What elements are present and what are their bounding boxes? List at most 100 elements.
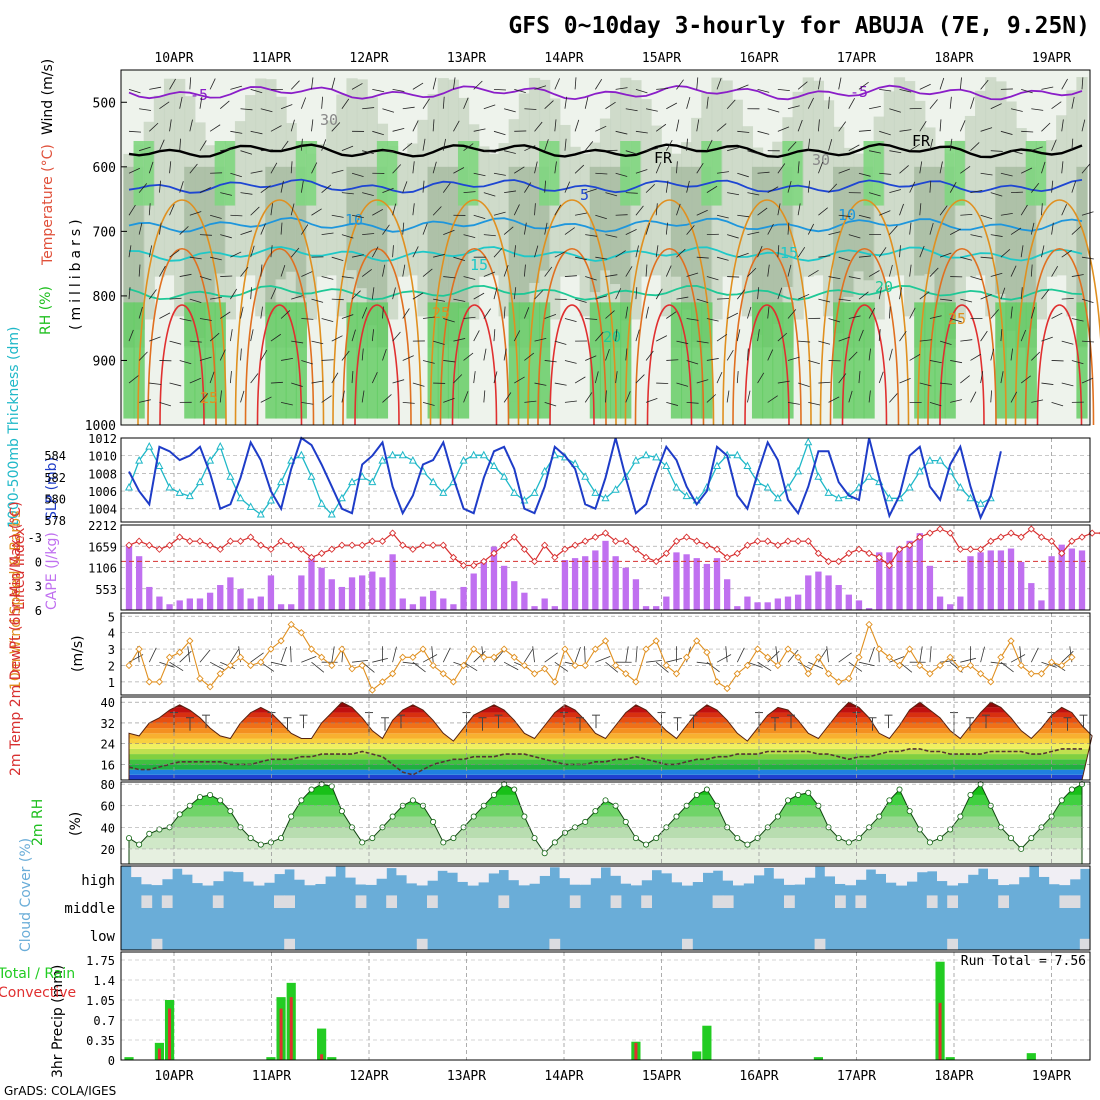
wind-barb: [838, 168, 851, 174]
rh-shade: [1045, 140, 1058, 277]
wind-barb: [189, 163, 198, 174]
wind-barb: [879, 172, 892, 175]
rh-marker: [541, 850, 548, 857]
rh-shade-low: [447, 302, 460, 419]
warm-contour: [624, 199, 715, 426]
wind-speed-marker: [571, 661, 579, 670]
upper-ytick: 500: [93, 96, 116, 111]
wind-barb: [787, 309, 797, 319]
temp-band: [129, 754, 1090, 760]
rh-shade-low: [265, 302, 277, 419]
rh-shade: [681, 166, 693, 310]
lifted-marker: [824, 557, 833, 566]
thickness-marker: [266, 495, 275, 504]
wind-barb: [828, 96, 830, 109]
wind-barb: [767, 306, 770, 319]
rh-marker: [703, 786, 710, 793]
wind-barb: [716, 171, 729, 174]
wind-barb: [1041, 289, 1050, 300]
wind-barb: [990, 150, 1003, 152]
thickness-marker: [226, 472, 235, 480]
wind-barb: [777, 126, 790, 132]
thickness-marker: [479, 450, 488, 459]
wind-barb: [138, 222, 143, 235]
thickness-marker: [378, 456, 387, 464]
lifted-marker: [571, 541, 579, 549]
wind-barb: [483, 308, 492, 319]
wind-barb: [818, 207, 828, 216]
surface-wind-barb: [493, 649, 505, 663]
lifted-marker: [287, 541, 295, 549]
wind-barb: [605, 192, 618, 197]
thickness-marker: [631, 456, 640, 464]
cape-bar: [409, 604, 417, 610]
precip-tick: 1.05: [86, 994, 115, 1008]
wind-barb: [615, 87, 628, 90]
cloud-clear-high: [753, 866, 765, 876]
precip-total-bar: [813, 1057, 823, 1060]
wind-barb: [402, 264, 406, 277]
warm-contour: [939, 304, 985, 426]
wind-barb: [544, 222, 548, 235]
temp-tick: 40: [101, 696, 115, 710]
cape-bar: [835, 585, 842, 610]
wind-barb: [980, 172, 993, 176]
wind-barb: [747, 306, 752, 319]
wind-speed-marker: [358, 661, 366, 670]
wind-barb: [361, 348, 364, 361]
wind-barb: [1061, 161, 1064, 174]
cape-bar: [1078, 550, 1086, 610]
surface-wind-barb: [422, 654, 438, 663]
wind-barb: [605, 390, 607, 403]
thickness-marker: [925, 456, 934, 464]
wind-barb: [696, 119, 700, 132]
wind-barb: [726, 99, 736, 109]
warm-contour: [634, 247, 705, 426]
slp-tick: 1010: [88, 450, 117, 464]
wind-barb: [1071, 274, 1084, 277]
cape-bar: [632, 579, 640, 610]
wind-barb: [686, 272, 699, 277]
wind-barb: [980, 127, 993, 132]
wind-barb: [230, 172, 242, 178]
rh-shade-low: [508, 302, 520, 419]
wind-barb: [686, 180, 690, 193]
wind-barb: [970, 276, 983, 281]
rh-shade: [975, 90, 987, 276]
wind-barb: [1031, 399, 1044, 403]
wind-barb: [199, 187, 211, 193]
cloud-clear-high: [671, 866, 683, 883]
cloud-clear-low: [284, 938, 295, 950]
wind-barb: [493, 371, 498, 384]
wind-barb: [1041, 161, 1046, 174]
warm-contour: [1014, 199, 1100, 426]
wind-barb: [777, 332, 788, 342]
wind-barb: [138, 351, 148, 361]
wind-barb: [858, 329, 864, 342]
wind-barb: [240, 108, 253, 111]
cloud-clear-high: [855, 866, 867, 880]
wind-barb: [686, 360, 699, 365]
wind-barb: [554, 340, 567, 345]
wind-speed-marker: [612, 661, 620, 670]
cape-bar: [926, 565, 934, 610]
cape-bar: [602, 540, 609, 610]
wind-speed-marker: [906, 645, 914, 653]
wind-barb: [757, 130, 770, 135]
contour-label: 15: [470, 256, 488, 274]
wind-barb: [402, 181, 408, 193]
date-label-top: 18APR: [934, 51, 973, 66]
wind-barb: [818, 381, 831, 384]
rh-shade: [316, 143, 328, 277]
rh-shade: [539, 166, 551, 271]
wind-speed-marker: [429, 661, 437, 670]
wind-barb: [372, 88, 385, 93]
wind-speed-marker: [399, 653, 407, 661]
wind-barb: [655, 162, 662, 174]
thickness-marker: [145, 442, 154, 450]
lifted-marker: [368, 537, 376, 545]
lifted-marker: [895, 545, 904, 553]
rh-marker: [338, 808, 345, 815]
contour-label: FR: [654, 149, 673, 167]
wind-barb: [210, 296, 223, 300]
